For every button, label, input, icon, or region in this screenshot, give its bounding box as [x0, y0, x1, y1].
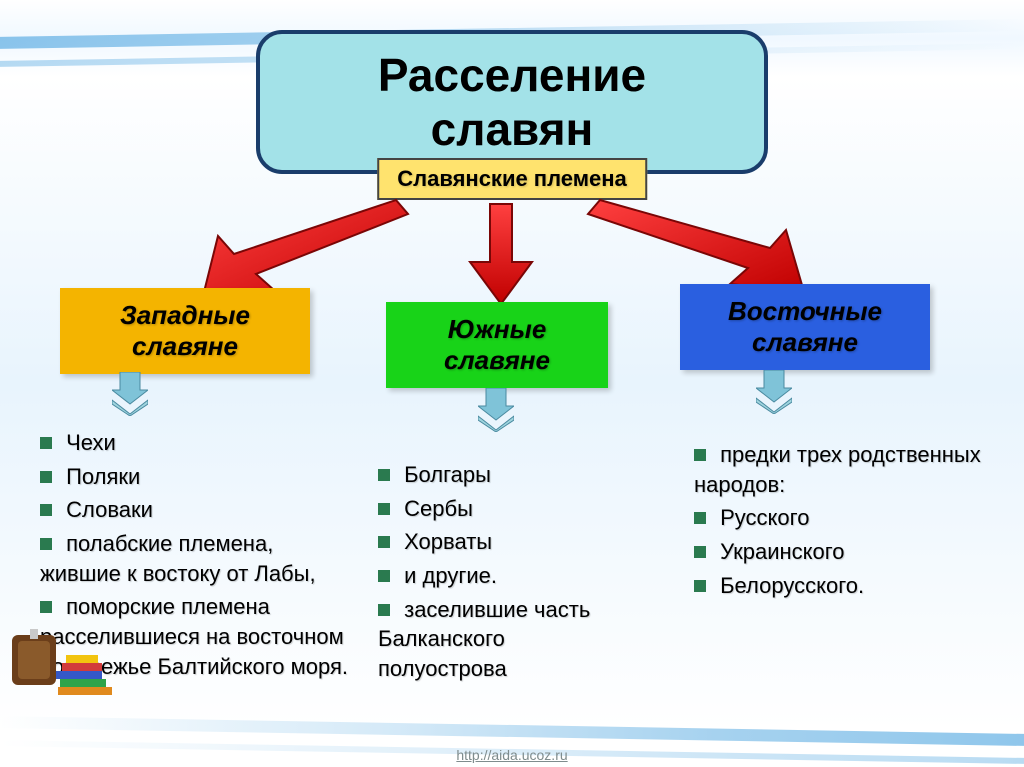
bullet-icon	[378, 536, 390, 548]
root-node: Славянские племена	[377, 158, 647, 200]
branch-label: Южные славяне	[444, 314, 550, 375]
list-item: заселившие часть Балканского полуострова	[376, 595, 606, 684]
list-south: Болгары Сербы Хорваты и другие. заселивш…	[376, 460, 606, 688]
bullet-icon	[694, 449, 706, 461]
chevron-icon	[756, 370, 792, 412]
branch-south: Южные славяне	[386, 302, 608, 388]
list-item: полабские племена, жившие к востоку от Л…	[38, 529, 358, 588]
bullet-icon	[694, 580, 706, 592]
arrow-to-east	[580, 196, 810, 296]
arrow-to-south	[466, 200, 536, 310]
bullet-icon	[40, 601, 52, 613]
branch-label: Восточные славяне	[728, 296, 882, 357]
list-item: Украинского	[692, 537, 992, 567]
footer-link[interactable]: http://aida.ucoz.ru	[456, 747, 567, 763]
list-item: предки трех родственных народов:	[692, 440, 992, 499]
chevron-icon	[478, 388, 514, 430]
branch-east: Восточные славяне	[680, 284, 930, 370]
bullet-icon	[40, 471, 52, 483]
bullet-icon	[40, 538, 52, 550]
bullet-icon	[378, 503, 390, 515]
list-item: Хорваты	[376, 527, 606, 557]
books-decoration-icon	[8, 617, 128, 707]
bullet-icon	[378, 570, 390, 582]
list-item: Болгары	[376, 460, 606, 490]
branch-label: Западные славяне	[120, 300, 250, 361]
bullet-icon	[378, 604, 390, 616]
page-title: Расселение славян	[330, 48, 694, 156]
title-box: Расселение славян	[256, 30, 768, 174]
bullet-icon	[378, 469, 390, 481]
list-item: Поляки	[38, 462, 358, 492]
list-item: Чехи	[38, 428, 358, 458]
list-item: Белорусского.	[692, 571, 992, 601]
list-item: Сербы	[376, 494, 606, 524]
list-item: Словаки	[38, 495, 358, 525]
list-item: Русского	[692, 503, 992, 533]
list-item: и другие.	[376, 561, 606, 591]
bg-streak	[0, 716, 1024, 746]
bullet-icon	[694, 546, 706, 558]
chevron-icon	[112, 372, 148, 414]
bullet-icon	[40, 504, 52, 516]
list-east: предки трех родственных народов: Русског…	[692, 440, 992, 604]
branch-west: Западные славяне	[60, 288, 310, 374]
bullet-icon	[40, 437, 52, 449]
bullet-icon	[694, 512, 706, 524]
